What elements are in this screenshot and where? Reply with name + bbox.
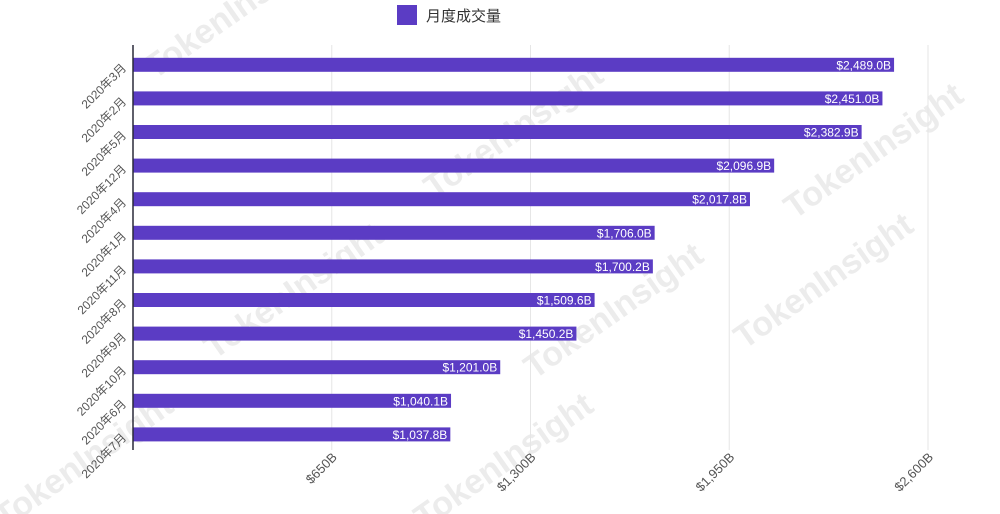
bar	[133, 293, 595, 307]
bar	[133, 91, 883, 106]
bar	[133, 192, 750, 207]
watermark-text: TokenInsight	[517, 235, 710, 386]
bar	[133, 125, 862, 139]
bar-value-label: $1,037.8B	[393, 428, 448, 442]
bar-value-label: $1,201.0B	[443, 361, 498, 375]
legend-swatch	[397, 5, 417, 25]
bar	[133, 326, 577, 341]
bar-value-label: $1,509.6B	[537, 294, 592, 308]
x-tick-labels: $650B $1,300B $1,950B $2,600B	[303, 450, 936, 495]
x-tick-label: $650B	[303, 450, 340, 487]
x-tick-label: $2,600B	[891, 450, 936, 495]
bar	[133, 57, 895, 72]
bar	[133, 360, 501, 375]
bar	[133, 427, 451, 442]
bar	[133, 259, 653, 274]
bar	[133, 393, 452, 408]
bar-value-label: $1,700.2B	[595, 260, 650, 274]
bar-value-label: $2,017.8B	[692, 193, 747, 207]
bar-value-label: $2,382.9B	[804, 126, 859, 140]
bar	[133, 225, 655, 240]
legend-label: 月度成交量	[426, 7, 501, 25]
bar-value-label: $2,451.0B	[825, 92, 880, 106]
bar	[133, 158, 775, 173]
bar-value-label: $1,040.1B	[393, 394, 448, 408]
grid-lines	[331, 45, 929, 450]
bars: $2,489.0B $2,451.0B $2,382.9B $2,096.9B $2,0…	[133, 57, 895, 442]
bar-value-label: $2,096.9B	[716, 159, 771, 173]
x-tick-label: $1,950B	[693, 450, 738, 495]
bar-value-label: $1,450.2B	[519, 327, 574, 341]
bar-value-label: $1,706.0B	[597, 226, 652, 240]
bar-value-label: $2,489.0B	[836, 58, 891, 72]
watermark-text: TokenInsight	[137, 0, 330, 87]
legend: 月度成交量	[397, 5, 501, 25]
watermark-text: TokenInsight	[727, 205, 920, 356]
